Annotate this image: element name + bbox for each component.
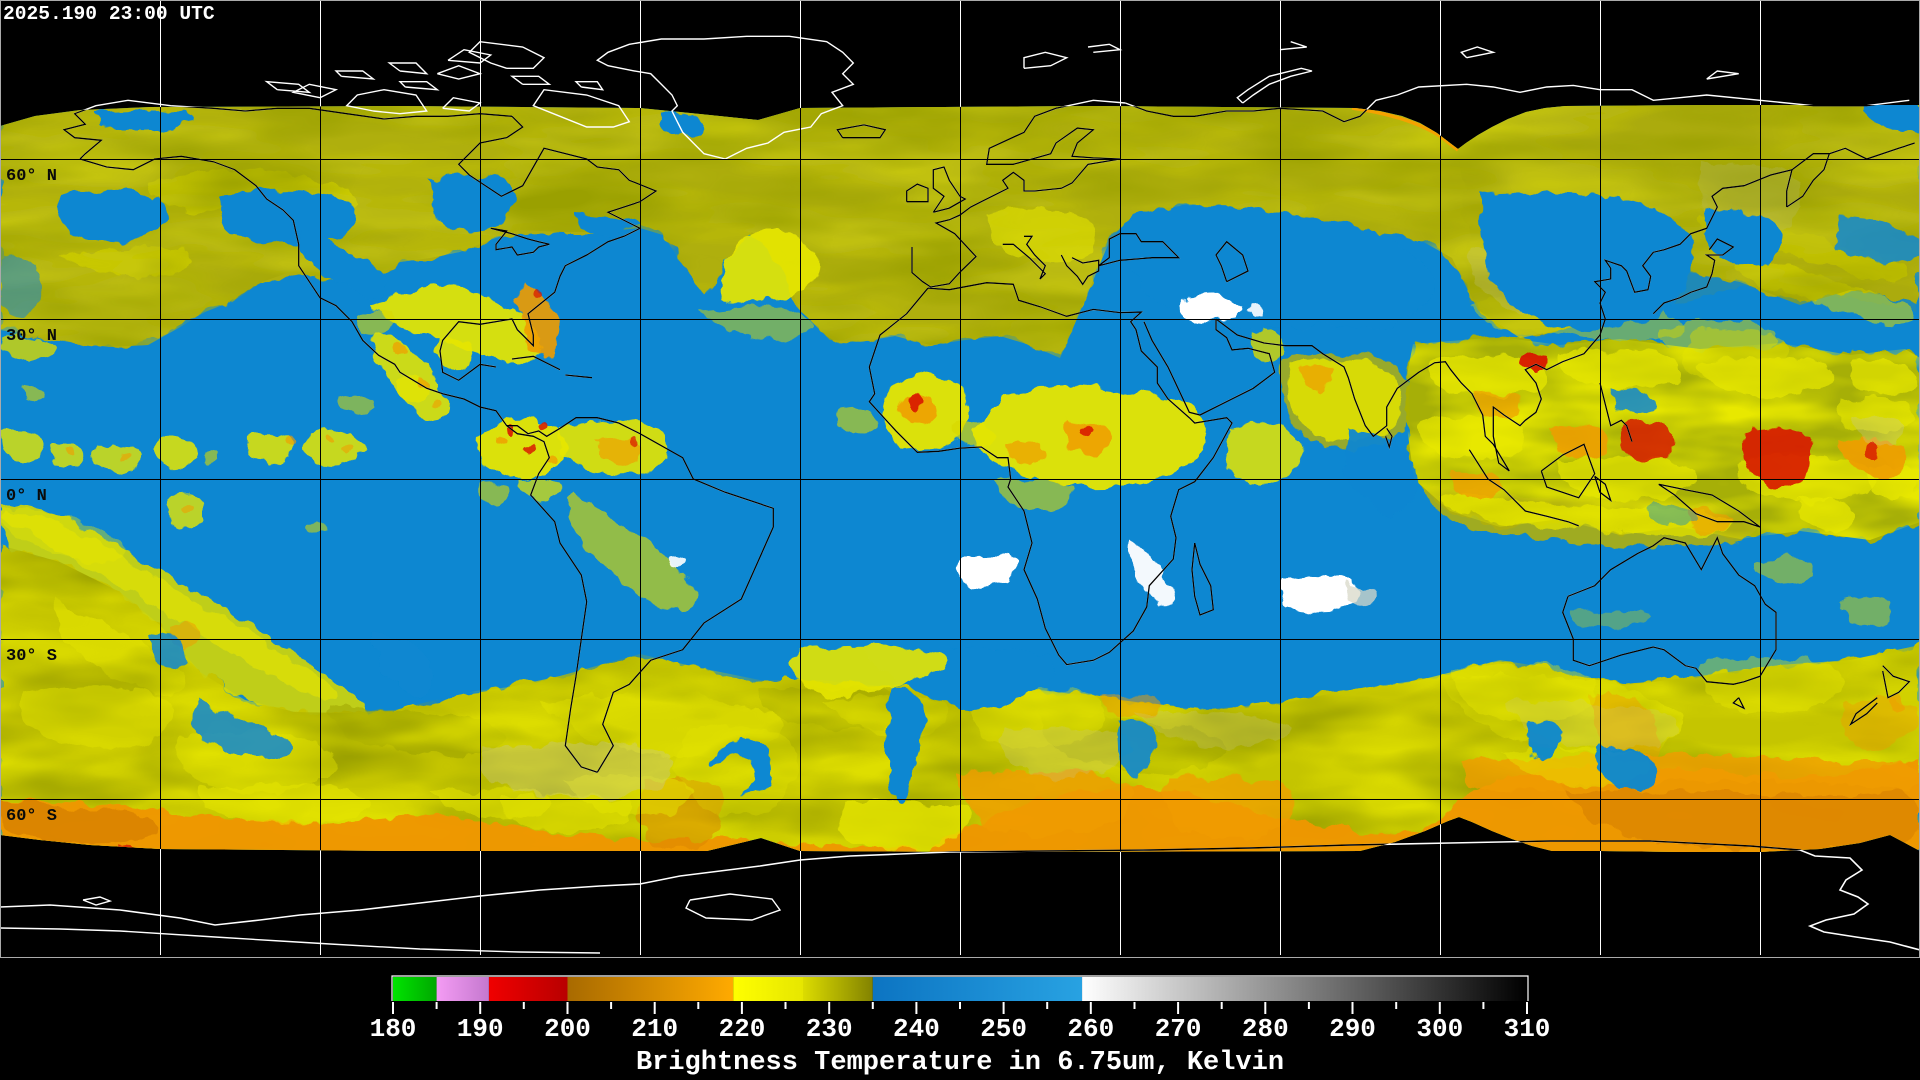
- svg-text:60° N: 60° N: [6, 167, 57, 186]
- svg-text:30° N: 30° N: [6, 327, 57, 346]
- svg-text:200: 200: [544, 1014, 591, 1044]
- svg-text:180: 180: [370, 1014, 417, 1044]
- svg-text:250: 250: [980, 1014, 1027, 1044]
- svg-text:240: 240: [893, 1014, 940, 1044]
- svg-text:300: 300: [1416, 1014, 1463, 1044]
- svg-text:290: 290: [1329, 1014, 1376, 1044]
- svg-text:Brightness Temperature in 6.75: Brightness Temperature in 6.75um, Kelvin: [636, 1048, 1284, 1078]
- svg-text:280: 280: [1242, 1014, 1289, 1044]
- svg-text:230: 230: [806, 1014, 853, 1044]
- svg-text:310: 310: [1504, 1014, 1551, 1044]
- svg-text:220: 220: [718, 1014, 765, 1044]
- svg-text:0° N: 0° N: [6, 487, 47, 506]
- svg-text:210: 210: [631, 1014, 678, 1044]
- svg-text:260: 260: [1067, 1014, 1114, 1044]
- svg-text:60° S: 60° S: [6, 807, 57, 826]
- svg-text:2025.190 23:00 UTC: 2025.190 23:00 UTC: [3, 3, 215, 25]
- svg-text:30° S: 30° S: [6, 647, 57, 666]
- svg-text:270: 270: [1155, 1014, 1202, 1044]
- svg-text:190: 190: [457, 1014, 504, 1044]
